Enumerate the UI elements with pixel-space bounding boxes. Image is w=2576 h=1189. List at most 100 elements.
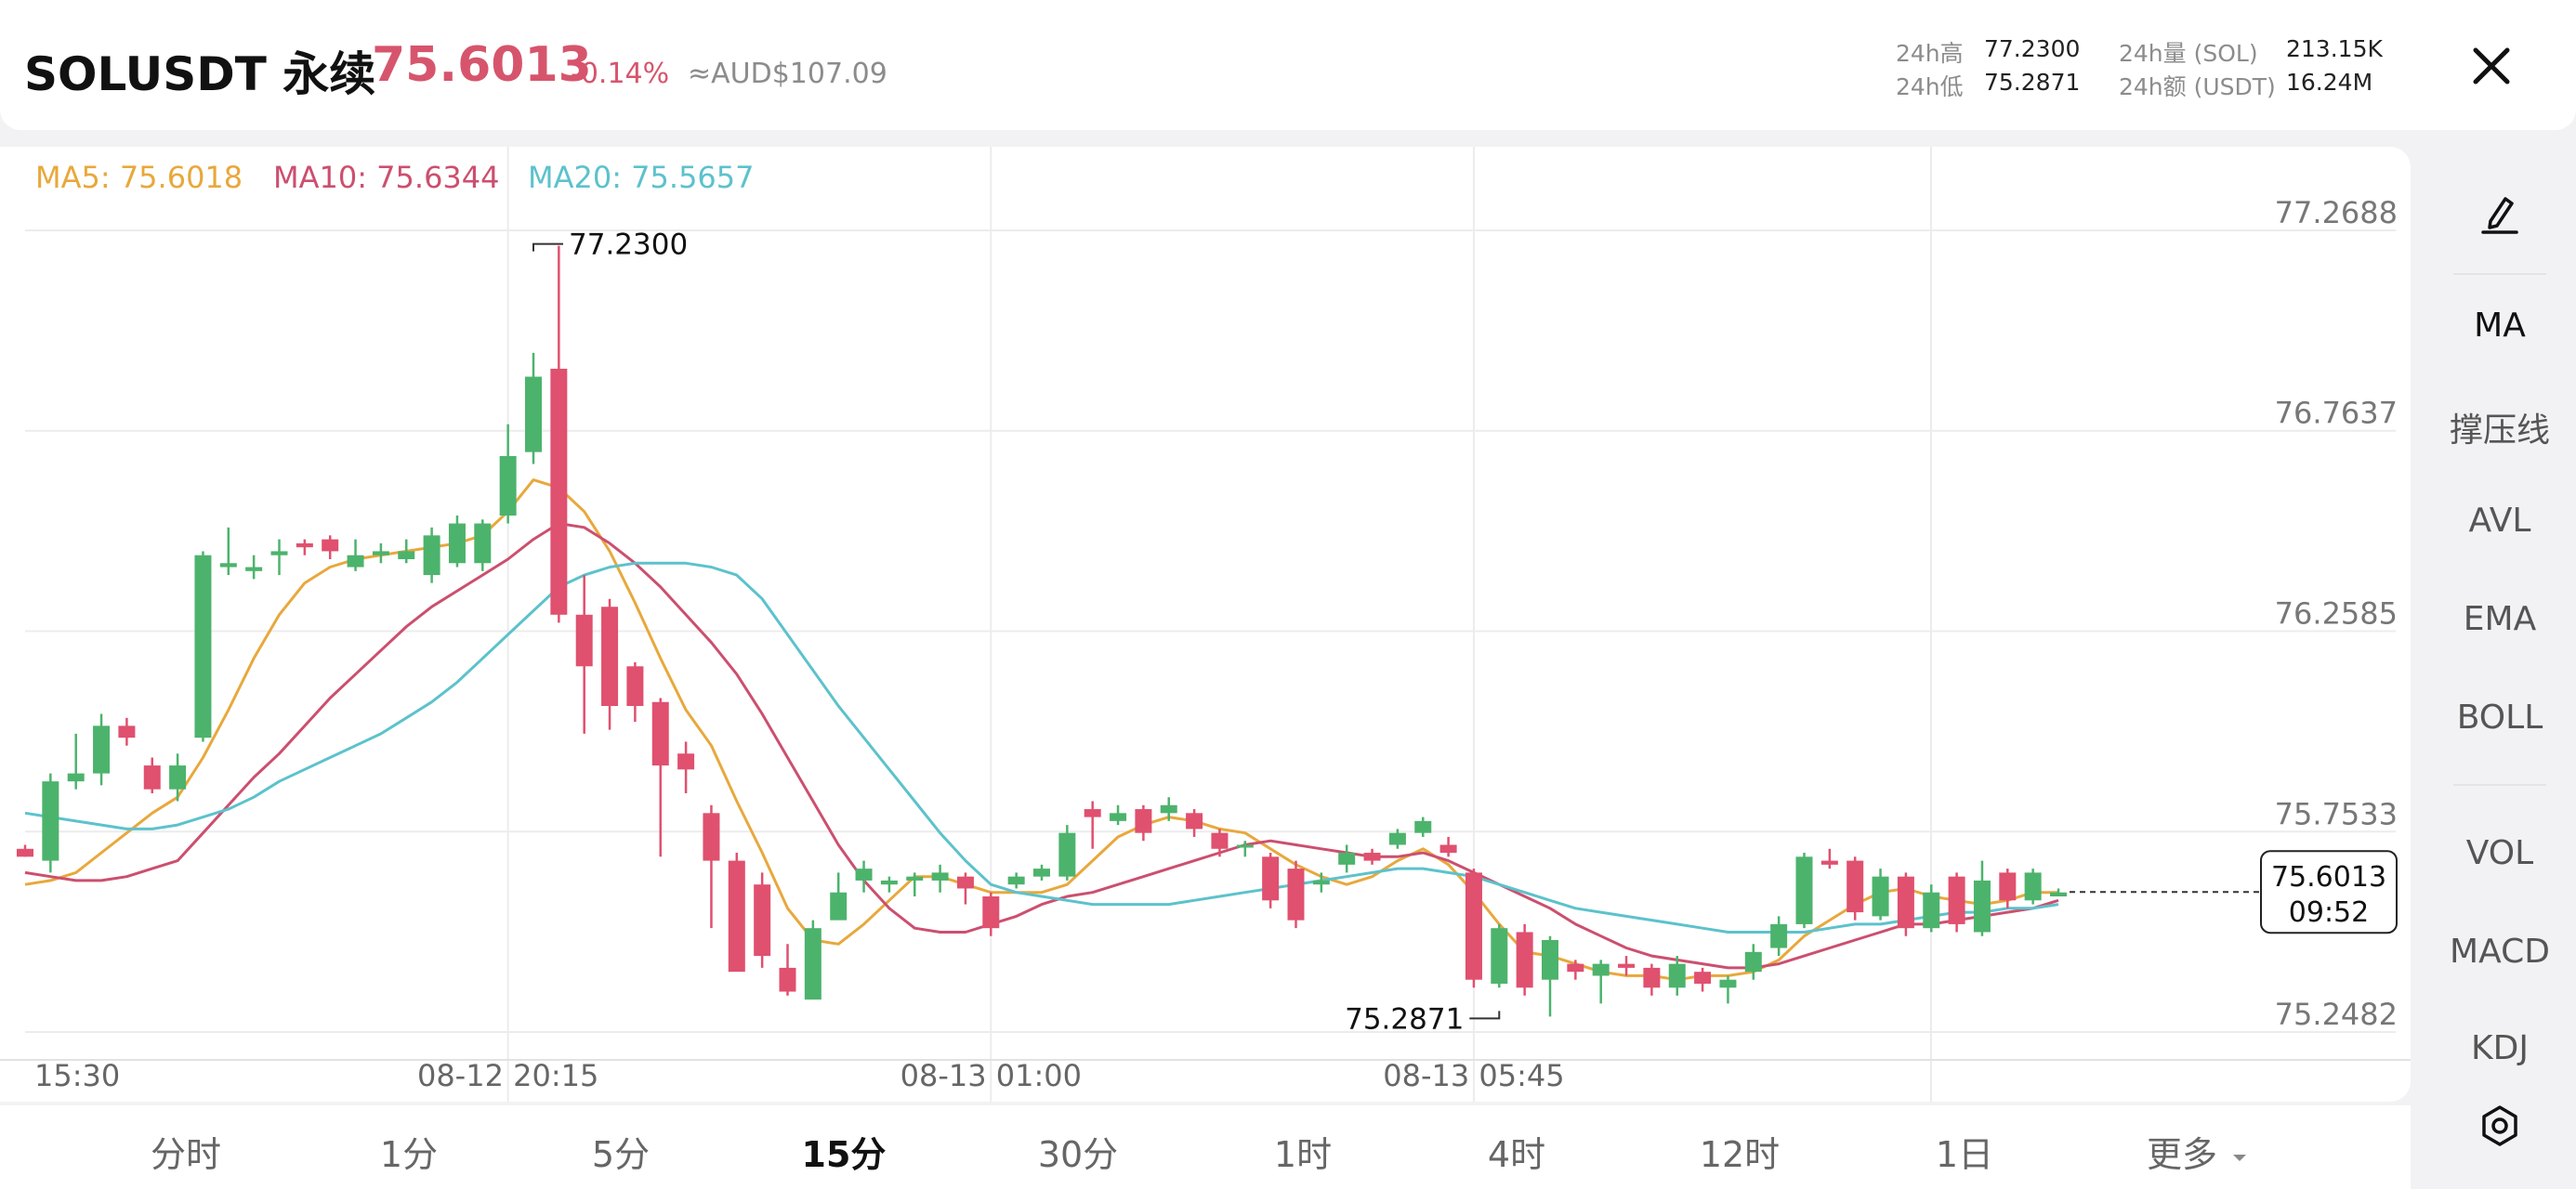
volume-24h-label: 24h量 (SOL) <box>2119 40 2258 67</box>
y-tick-label: 76.2585 <box>2275 596 2398 632</box>
candle-up <box>474 523 492 564</box>
candle-down <box>703 813 720 861</box>
candle-down <box>1439 844 1457 854</box>
indicator-support-resistance[interactable]: 撑压线 <box>2449 412 2550 450</box>
turnover-24h-value: 16.24M <box>2286 69 2373 96</box>
candle-down <box>1567 963 1584 973</box>
candle-up <box>194 555 212 738</box>
chart-settings-button[interactable] <box>2474 1100 2526 1156</box>
candle-up <box>2050 892 2067 897</box>
candle-down <box>1262 856 1280 901</box>
candle-up <box>1872 876 1889 917</box>
candle-up <box>880 880 898 885</box>
candle-down <box>754 884 771 957</box>
candle-up <box>1973 880 1991 933</box>
high-24h-label: 24h高 <box>1896 40 1964 67</box>
candle-up <box>423 535 440 576</box>
candle-up <box>398 551 415 559</box>
candle-up <box>830 892 848 921</box>
candle-up <box>1160 804 1177 814</box>
high-marker-line <box>532 242 563 252</box>
candle-up <box>525 376 542 452</box>
candle-up <box>1719 979 1737 988</box>
indicator-avl[interactable]: AVL <box>2468 502 2531 540</box>
candle-up <box>1110 813 1127 821</box>
candle-up <box>906 876 924 881</box>
candle-up <box>1668 963 1686 988</box>
caret-down-icon <box>2233 1154 2247 1161</box>
ma5-line <box>24 478 2058 982</box>
candle-down <box>1897 876 1914 929</box>
candle-countdown-label: 09:52 <box>2289 896 2369 929</box>
indicator-macd[interactable]: MACD <box>2450 933 2550 971</box>
ma20-line <box>24 561 2059 934</box>
candle-up <box>1744 951 1762 973</box>
settings-icon <box>2482 1105 2517 1146</box>
sidebar-divider <box>2453 784 2546 786</box>
timeframe-15m[interactable]: 15分 <box>801 1134 887 1175</box>
low-24h-label: 24h低 <box>1896 73 1964 100</box>
timeframe-4h[interactable]: 4时 <box>1487 1134 1546 1175</box>
candle-up <box>448 523 466 564</box>
last-price-box <box>2260 850 2398 934</box>
draw-tool-button[interactable] <box>2474 186 2526 242</box>
indicator-ema[interactable]: EMA <box>2463 600 2537 638</box>
candle-up <box>1491 928 1508 984</box>
timeframe-1h[interactable]: 1时 <box>1273 1134 1333 1175</box>
price-change-percent: -0.14% <box>571 58 670 90</box>
high-marker-label: 77.2300 <box>569 229 688 262</box>
x-tick-label: 08-12 20:15 <box>417 1058 598 1093</box>
timeframe-more-button[interactable]: 更多 <box>2147 1126 2251 1177</box>
timeframe-1d[interactable]: 1日 <box>1935 1134 1994 1175</box>
timeframe-line[interactable]: 分时 <box>150 1134 221 1175</box>
candlestick-chart[interactable]: 77.2688 76.7637 76.2585 75.7533 75.2482 15:30… <box>0 147 2411 1102</box>
candle-down <box>1211 832 1229 849</box>
candle-up <box>2024 872 2042 901</box>
candle-up <box>1058 832 1076 877</box>
candle-up <box>1795 856 1813 924</box>
candle-up <box>93 725 111 774</box>
candle-down <box>118 725 136 738</box>
indicator-vol[interactable]: VOL <box>2465 834 2534 872</box>
timeframe-1m[interactable]: 1分 <box>379 1134 439 1175</box>
ma10-legend: MA10: 75.6344 <box>273 160 500 195</box>
candle-down <box>1363 853 1381 861</box>
close-button[interactable] <box>2463 37 2520 95</box>
y-tick-label: 76.7637 <box>2275 396 2398 431</box>
candle-down <box>17 848 33 857</box>
y-tick-label: 75.7533 <box>2275 796 2398 831</box>
indicator-ma[interactable]: MA <box>2474 307 2526 345</box>
more-label: 更多 <box>2147 1134 2218 1175</box>
candle-down <box>1847 860 1864 913</box>
candle-down <box>1820 860 1838 865</box>
turnover-24h-label: 24h额 (USDT) <box>2119 73 2276 100</box>
chart-panel[interactable]: 77.2688 76.7637 76.2585 75.7533 75.2482 15:30… <box>0 147 2411 1102</box>
timeframe-30m[interactable]: 30分 <box>1037 1134 1119 1175</box>
x-tick-label: 15:30 <box>34 1058 120 1093</box>
timeframe-5m[interactable]: 5分 <box>591 1134 651 1175</box>
timeframe-12h[interactable]: 12时 <box>1699 1134 1781 1175</box>
candle-down <box>1618 963 1636 968</box>
candle-down <box>982 896 1000 929</box>
candle-up <box>1923 892 1940 929</box>
candle-up <box>219 563 237 568</box>
candle-down <box>143 765 161 790</box>
candle-up <box>67 773 85 782</box>
candle-down <box>1694 972 1712 984</box>
candle-down <box>1186 813 1203 830</box>
candle-down <box>779 967 796 992</box>
symbol-title[interactable]: SOLUSDT 永续 <box>24 47 376 101</box>
candle-up <box>347 555 364 568</box>
candle-down <box>1465 872 1482 980</box>
indicator-boll[interactable]: BOLL <box>2456 699 2543 737</box>
candle-up <box>42 781 59 861</box>
candle-up <box>1542 939 1558 980</box>
x-tick-label: 08-13 01:00 <box>900 1058 1082 1093</box>
indicator-kdj[interactable]: KDJ <box>2471 1029 2529 1066</box>
ma20-legend: MA20: 75.5657 <box>528 160 755 195</box>
candle-up <box>855 869 873 881</box>
candle-up <box>499 455 517 516</box>
volume-24h-value: 213.15K <box>2286 35 2383 62</box>
candle-down <box>677 753 695 770</box>
candle-down <box>1516 932 1533 988</box>
